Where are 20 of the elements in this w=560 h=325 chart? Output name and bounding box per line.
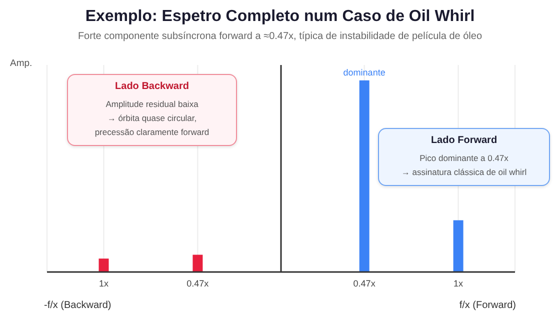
note-box: Lado Backward Amplitude residual baixa → órbita quase circular, precessão claramente forward [67, 74, 237, 146]
annotation: Lado Backward [114, 81, 190, 92]
annotation: Pico dominante a 0.47x → assinatura clássica de oil whirl [400, 152, 528, 179]
bar [359, 80, 370, 272]
chart-subtitle: Forte componente subsíncrona forward a ≈0.47x, típica de instabilidade de película de óleo [76, 31, 484, 42]
text: f/x (Forward) [459, 300, 516, 311]
note-box: Lado Forward Pico dominante a 0.47x → assinatura clássica de oil whirl [378, 128, 550, 186]
x-tick-label: 0.47x [186, 278, 210, 288]
x-tick-label: 1x [454, 278, 464, 288]
chart-title: Exemplo: Espetro Completo num Caso de Oil Whirl [84, 8, 476, 26]
text: -f/x (Backward) [44, 300, 112, 311]
bar [453, 220, 464, 272]
x-tick-label: 0.47x [353, 278, 376, 288]
y-axis-title: Amp. [10, 58, 32, 69]
annotation: Lado Forward [430, 135, 498, 146]
annotation: dominante [343, 67, 386, 78]
x-tick-label: 1x [98, 278, 109, 288]
annotation: Amplitude residual baixa → órbita quase circular, precessão claramente forward [94, 98, 210, 139]
bar [192, 254, 203, 272]
bar [98, 258, 109, 272]
